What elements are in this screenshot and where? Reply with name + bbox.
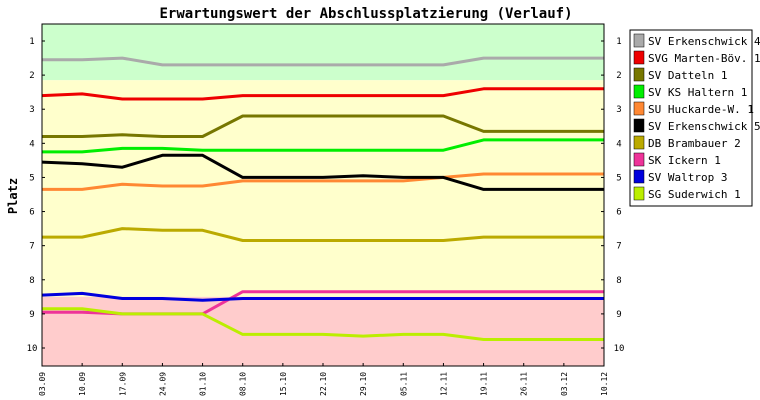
y-tick-label-left: 6 (29, 208, 34, 218)
y-tick-label-right: 5 (616, 173, 621, 183)
x-tick-label: 29.10 (359, 372, 368, 396)
series-line-0 (42, 56, 604, 67)
legend-swatch (633, 169, 645, 184)
y-tick-label-left: 8 (29, 276, 34, 286)
x-tick-label: 15.10 (279, 372, 288, 396)
legend-label: SV Erkenschwick 4 (648, 35, 760, 48)
x-tick-label: 05.11 (399, 372, 408, 396)
y-tick-label-left: 1 (29, 37, 34, 47)
y-axis-ticks: 1 1 2 2 3 3 4 4 5 5 6 6 7 7 8 8 9 9 10 10 (27, 37, 625, 354)
y-tick-label-right: 6 (616, 208, 621, 218)
legend-label: SV Waltrop 3 (648, 171, 727, 184)
legend-swatch (633, 118, 645, 133)
x-tick-label: 03.12 (560, 372, 569, 396)
y-tick-label-left: 5 (29, 173, 34, 183)
legend-label: SV KS Haltern 1 (648, 86, 747, 99)
y-tick-label-right: 2 (616, 71, 621, 81)
series-lines (41, 56, 604, 341)
series-line-2 (42, 114, 604, 138)
legend-swatch (633, 84, 645, 99)
series-line-3 (42, 138, 604, 154)
series-line-8 (41, 291, 604, 302)
legend-swatch (633, 67, 645, 82)
series-line-5 (41, 153, 604, 191)
legend: SV Erkenschwick 4 SVG Marten-Böv. 1 SV Dat… (629, 29, 760, 207)
x-tick-label: 10.09 (78, 372, 87, 396)
y-tick-label-right: 3 (616, 105, 621, 115)
x-tick-label: 08.10 (239, 372, 248, 396)
y-tick-label-left: 9 (29, 310, 34, 320)
x-tick-label: 03.09 (38, 372, 47, 396)
x-tick-label: 01.10 (199, 372, 208, 396)
series-line-4 (42, 172, 604, 191)
legend-box (629, 29, 753, 207)
legend-label: SU Huckarde-W. 1 (648, 103, 754, 116)
x-axis-ticks: 03.09 10.09 17.09 24.09 01.10 08.10 15.10 22.10… (38, 363, 609, 396)
x-tick-label: 10.12 (600, 372, 609, 396)
legend-label: SV Erkenschwick 5 (648, 120, 760, 133)
chart-title: Erwartungswert der Abschlussplatzierung … (159, 6, 572, 22)
legend-label: SK Ickern 1 (648, 154, 721, 167)
x-tick-label: 22.10 (319, 372, 328, 396)
legend-swatch (633, 101, 645, 116)
x-tick-label: 26.11 (520, 372, 529, 396)
y-tick-label-left: 4 (29, 139, 34, 149)
legend-label: SV Datteln 1 (648, 69, 727, 82)
legend-swatch (633, 152, 645, 167)
y-tick-label-right: 4 (616, 139, 621, 149)
y-tick-label-right: 9 (616, 310, 621, 320)
legend-label: DB Brambauer 2 (648, 137, 741, 150)
series-line-6 (42, 227, 604, 242)
y-tick-label-right: 7 (616, 242, 621, 252)
series-line-1 (41, 87, 604, 101)
zone-band-0 (42, 24, 604, 81)
series-line-9 (42, 307, 604, 341)
x-tick-label: 12.11 (439, 372, 448, 396)
y-tick-label-left: 3 (29, 105, 34, 115)
y-axis-label: Platz (6, 178, 20, 214)
y-tick-label-left: 7 (29, 242, 34, 252)
y-tick-label-right: 1 (616, 37, 621, 47)
legend-swatch (633, 186, 645, 201)
y-tick-label-left: 10 (27, 344, 38, 354)
y-tick-label-right: 8 (616, 276, 621, 286)
legend-label: SVG Marten-Böv. 1 (648, 52, 760, 65)
legend-label: SG Suderwich 1 (648, 188, 741, 201)
zone-band-2 (42, 296, 604, 366)
x-tick-label: 24.09 (158, 372, 167, 396)
legend-swatch (633, 135, 645, 150)
legend-swatch (633, 33, 645, 48)
y-tick-label-left: 2 (29, 71, 34, 81)
y-tick-label-right: 10 (614, 344, 625, 354)
legend-swatch (633, 50, 645, 65)
x-tick-label: 19.11 (480, 372, 489, 396)
x-tick-label: 17.09 (118, 372, 127, 396)
